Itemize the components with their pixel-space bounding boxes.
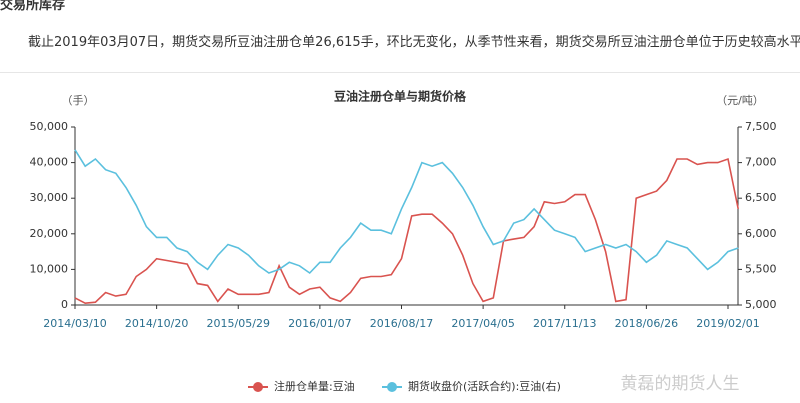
y-tick-label: 20,000 (30, 227, 69, 240)
y-axis-label: （手） (62, 93, 95, 107)
x-tick-label: 2016/08/17 (370, 317, 433, 330)
legend-marker (387, 382, 397, 392)
y2-tick-label: 7,000 (745, 156, 777, 169)
watermark: 黄磊的期货人生 (621, 374, 740, 394)
section-title: 交易所库存 (0, 0, 66, 13)
legend-label: 期货收盘价(活跃合约):豆油(右) (408, 379, 561, 393)
x-tick-label: 2016/01/07 (288, 317, 351, 330)
x-tick-label: 2014/03/10 (43, 317, 106, 330)
y-tick-label: 0 (61, 298, 68, 311)
summary-text: 截止2019年03月07日，期货交易所豆油注册仓单26,615手，环比无变化，从… (28, 35, 800, 50)
y2-tick-label: 5,500 (745, 262, 777, 275)
x-tick-label: 2015/05/29 (207, 317, 270, 330)
x-tick-label: 2017/04/05 (451, 317, 514, 330)
x-tick-label: 2017/11/13 (533, 317, 596, 330)
legend-marker (253, 382, 263, 392)
x-tick-label: 2014/10/20 (125, 317, 188, 330)
y2-tick-label: 5,000 (745, 298, 777, 311)
legend-label: 注册仓单量:豆油 (274, 379, 355, 393)
series-line (74, 149, 739, 275)
y2-axis-label: （元/吨） (716, 94, 764, 107)
chart-title: 豆油注册仓单与期货价格 (334, 89, 467, 104)
series-line (74, 157, 739, 305)
x-tick-label: 2019/02/01 (696, 317, 759, 330)
y2-tick-label: 6,000 (745, 227, 777, 240)
y2-tick-label: 6,500 (745, 191, 777, 204)
x-tick-label: 2018/06/26 (615, 317, 678, 330)
y-tick-label: 50,000 (30, 120, 69, 133)
y2-tick-label: 7,500 (745, 120, 777, 133)
y-tick-label: 30,000 (30, 191, 69, 204)
y-tick-label: 10,000 (30, 262, 69, 275)
y-tick-label: 40,000 (30, 156, 69, 169)
divider (0, 72, 800, 73)
